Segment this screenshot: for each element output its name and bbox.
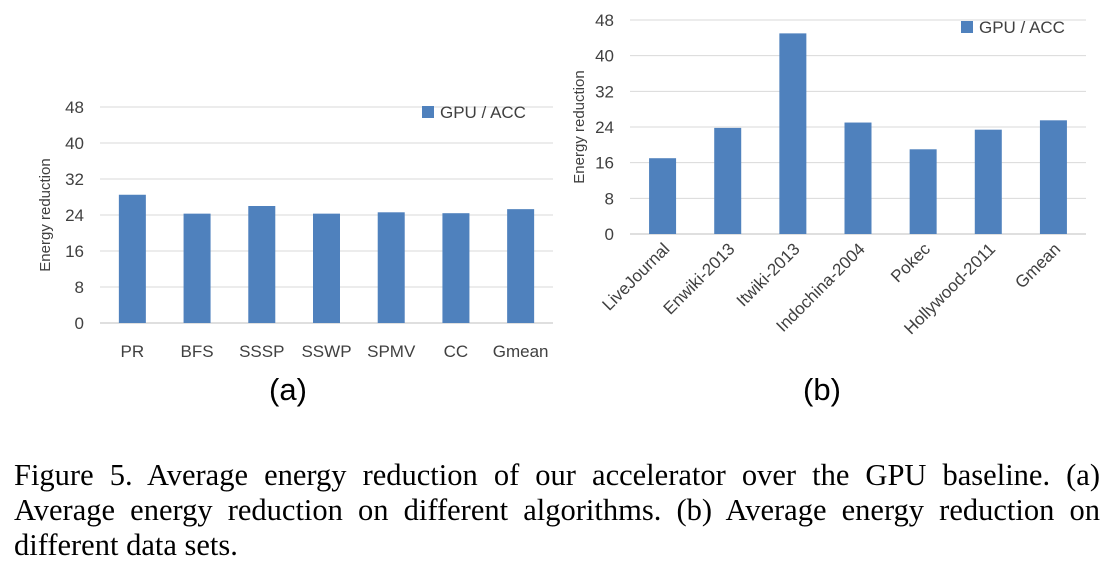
figure-caption: Figure 5. Average energy reduction of ou… bbox=[14, 458, 1100, 562]
bar-livejournal bbox=[649, 158, 677, 234]
x-tick-label: PR bbox=[121, 342, 145, 361]
y-tick-label: 24 bbox=[65, 206, 84, 225]
bar-itwiki-2013 bbox=[779, 33, 807, 234]
y-tick-label: 8 bbox=[75, 278, 84, 297]
bar-gmean bbox=[1039, 120, 1067, 234]
x-tick-label: Itwiki-2013 bbox=[733, 239, 804, 310]
bar-indochina-2004 bbox=[844, 122, 872, 234]
y-tick-label: 40 bbox=[595, 47, 614, 66]
bar-gmean bbox=[507, 209, 535, 323]
panel-label: (b) bbox=[803, 372, 841, 407]
y-tick-label: 16 bbox=[65, 242, 84, 261]
x-tick-label: CC bbox=[444, 342, 469, 361]
x-tick-label: Pokec bbox=[887, 239, 934, 286]
legend-label: GPU / ACC bbox=[440, 103, 526, 122]
y-tick-label: 48 bbox=[595, 11, 614, 30]
legend-swatch bbox=[961, 21, 973, 33]
x-tick-label: Gmean bbox=[493, 342, 549, 361]
legend-swatch bbox=[422, 106, 434, 118]
bar-spmv bbox=[377, 212, 405, 323]
y-axis-label: Energy reduction bbox=[571, 70, 588, 183]
y-tick-label: 24 bbox=[595, 118, 614, 137]
x-tick-label: SPMV bbox=[367, 342, 416, 361]
bar-sswp bbox=[313, 213, 340, 323]
y-axis-label: Energy reduction bbox=[37, 158, 54, 271]
y-tick-label: 48 bbox=[65, 98, 84, 117]
y-tick-label: 0 bbox=[605, 225, 614, 244]
legend-label: GPU / ACC bbox=[979, 18, 1065, 37]
bar-cc bbox=[442, 213, 470, 323]
x-tick-label: Gmean bbox=[1011, 239, 1064, 292]
chart-panel-a: 0 8 16 24 32 40 48 Energy reduction PR BFS SSSP SSW… bbox=[37, 98, 553, 407]
bar-bfs bbox=[183, 213, 211, 323]
x-tick-label: SSSP bbox=[239, 342, 284, 361]
y-tick-label: 16 bbox=[595, 154, 614, 173]
y-tick-label: 0 bbox=[75, 314, 84, 333]
bar-pokec bbox=[909, 149, 937, 234]
panel-label: (a) bbox=[269, 372, 307, 407]
y-tick-label: 32 bbox=[65, 170, 84, 189]
bar-sssp bbox=[248, 206, 276, 323]
y-tick-label: 40 bbox=[65, 134, 84, 153]
x-tick-label: SSWP bbox=[301, 342, 351, 361]
x-tick-label: BFS bbox=[181, 342, 214, 361]
y-tick-label: 32 bbox=[595, 82, 614, 101]
bar-hollywood-2011 bbox=[974, 129, 1002, 234]
bar-pr bbox=[118, 194, 146, 323]
bar-enwiki-2013 bbox=[714, 127, 742, 234]
y-tick-label: 8 bbox=[605, 189, 614, 208]
